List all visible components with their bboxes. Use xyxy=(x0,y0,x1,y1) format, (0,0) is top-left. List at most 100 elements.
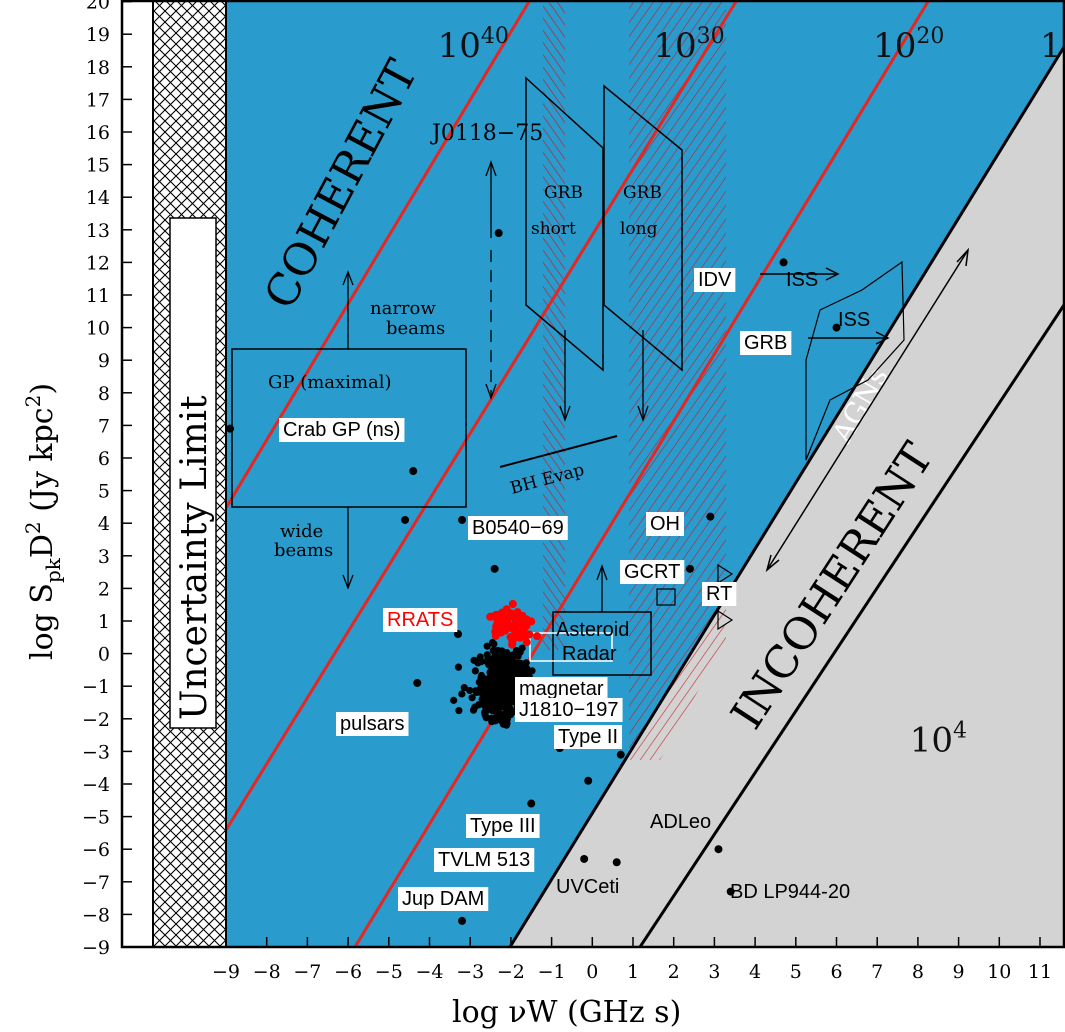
y-tick-label: 17 xyxy=(86,89,110,111)
source-label: BD LP944-20 xyxy=(730,881,850,903)
rrat-point xyxy=(515,617,524,626)
pulsar-point xyxy=(518,644,526,652)
source-label: Crab GP (ns) xyxy=(283,419,400,441)
pulsar-point xyxy=(468,694,476,702)
y-tick-label: −6 xyxy=(82,839,110,861)
x-tick-label: −9 xyxy=(212,961,240,983)
narrow-beams-2: beams xyxy=(386,318,445,339)
rrat-point xyxy=(520,631,529,640)
rrat-point xyxy=(508,600,517,609)
source-point xyxy=(413,678,422,687)
pulsar-point xyxy=(460,684,468,692)
grb-short-2: short xyxy=(531,219,576,239)
pulsar-point xyxy=(483,651,491,659)
pulsar-point xyxy=(487,669,496,677)
label-box xyxy=(383,608,458,632)
x-tick-label: 3 xyxy=(708,961,720,983)
x-tick-label: 7 xyxy=(871,961,883,983)
t40-line xyxy=(224,0,532,509)
pulsar-point xyxy=(455,706,463,715)
uncertainty-label: Uncertainty Limit xyxy=(174,395,215,720)
pulsar-point xyxy=(503,686,511,694)
source-point xyxy=(453,630,462,639)
y-tick-label: 13 xyxy=(86,220,110,242)
y-tick-label: −2 xyxy=(82,709,110,731)
source-point xyxy=(409,467,418,476)
rrat-point xyxy=(533,632,542,641)
source-point xyxy=(458,916,467,925)
label-box xyxy=(398,887,489,911)
y-axis-ticks: −9−8−7−6−5−4−3−2−10123456789101112131415… xyxy=(82,0,132,959)
uncertainty-label-box xyxy=(169,217,217,729)
pulsar-point xyxy=(454,663,463,671)
label-box xyxy=(740,331,792,355)
grb-short-1: GRB xyxy=(544,183,583,203)
wide-beams-2: beams xyxy=(274,540,333,561)
t4-line xyxy=(638,304,1064,947)
y-tick-label: 2 xyxy=(98,578,110,600)
label-box xyxy=(515,677,608,701)
pulsar-point xyxy=(497,672,505,680)
t30-line xyxy=(353,0,931,947)
source-label: J1810−197 xyxy=(519,699,619,721)
rrat-point xyxy=(520,622,529,631)
y-tick-label: −1 xyxy=(82,676,110,698)
label-box xyxy=(468,516,568,540)
source-label: RT xyxy=(706,583,732,605)
gp-maximal-label: GP (maximal) xyxy=(268,372,392,393)
y-tick-label: 20 xyxy=(86,0,110,14)
rrat-point xyxy=(493,618,502,627)
rrat-point xyxy=(507,633,516,642)
source-label: ISS xyxy=(786,269,818,291)
source-label: magnetar xyxy=(519,678,604,700)
asteroid-radar-box xyxy=(552,611,652,676)
pulsar-point xyxy=(481,711,489,719)
source-label: Type III xyxy=(470,815,536,837)
pulsar-point xyxy=(466,686,474,695)
x-tick-label: 1 xyxy=(627,961,639,983)
pulsar-point xyxy=(503,699,511,708)
x-tick-label: −8 xyxy=(253,961,281,983)
grb-long-region xyxy=(603,84,683,372)
y-tick-label: −3 xyxy=(82,741,110,763)
x-tick-label: −6 xyxy=(334,961,362,983)
pulsar-point xyxy=(483,642,491,650)
pulsar-point xyxy=(483,688,491,696)
x-tick-label: −5 xyxy=(375,961,403,983)
source-label: pulsars xyxy=(340,713,404,735)
source-label: GRB xyxy=(744,332,787,354)
y-tick-label: 5 xyxy=(98,481,110,503)
label-box xyxy=(694,268,736,292)
temperature-label: 1020 xyxy=(873,24,944,66)
x-tick-label: 11 xyxy=(1028,961,1052,983)
label-box xyxy=(279,418,405,442)
y-tick-label: 18 xyxy=(86,57,110,79)
y-tick-label: 10 xyxy=(86,318,110,340)
x-tick-label: −1 xyxy=(538,961,566,983)
rrat-point xyxy=(522,638,531,647)
source-point xyxy=(612,858,621,867)
x-tick-label: 4 xyxy=(749,961,761,983)
pulsar-point xyxy=(504,661,512,669)
source-point xyxy=(706,512,715,521)
source-point xyxy=(494,229,503,238)
y-tick-label: 8 xyxy=(98,383,110,405)
source-point xyxy=(714,845,723,854)
pulsar-point xyxy=(491,662,500,670)
pulsar-point xyxy=(483,701,491,709)
source-label: ISS xyxy=(838,309,870,331)
rrat-point xyxy=(510,626,519,635)
label-box xyxy=(554,725,623,749)
source-point xyxy=(726,887,735,896)
x-tick-label: −7 xyxy=(293,961,321,983)
y-tick-label: 0 xyxy=(98,644,110,666)
x-tick-label: 10 xyxy=(987,961,1011,983)
rrats-cloud xyxy=(486,600,542,649)
pulsar-point xyxy=(487,675,495,683)
x-tick-label: 6 xyxy=(830,961,842,983)
incoherent-boundary xyxy=(508,46,1064,947)
pulsar-point xyxy=(500,679,509,687)
pulsar-point xyxy=(493,680,501,688)
pulsar-point xyxy=(502,715,511,723)
